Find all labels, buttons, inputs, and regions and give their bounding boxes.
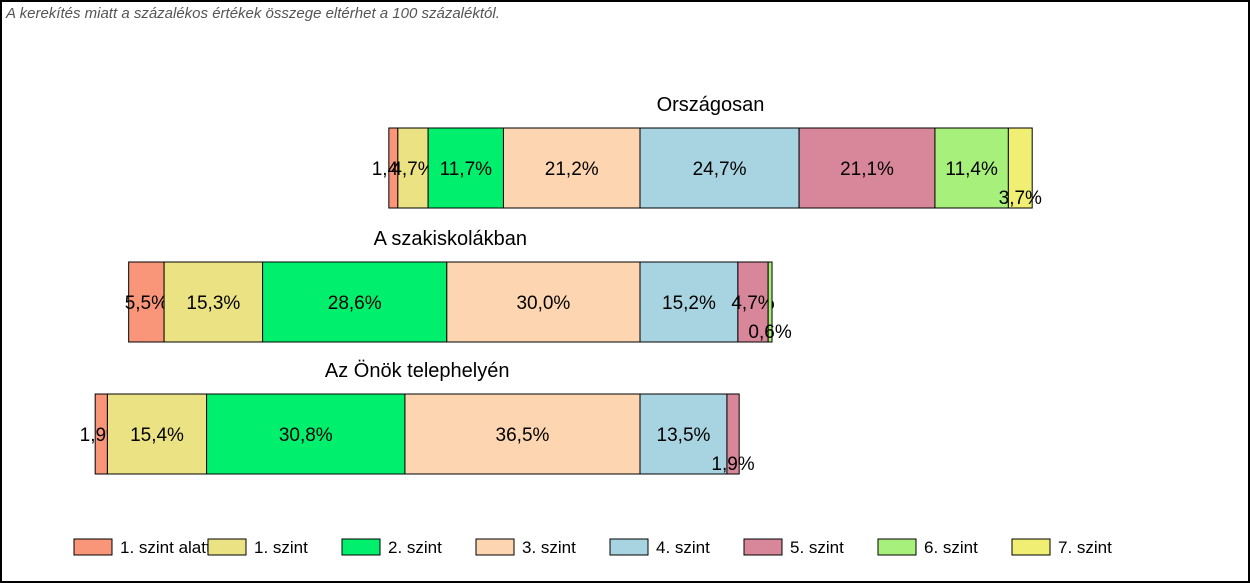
legend-item: 7. szint <box>1011 538 1112 557</box>
legend-label: 4. szint <box>656 538 710 557</box>
bar-title: Országosan <box>657 94 765 116</box>
legend-label: 5. szint <box>790 538 844 557</box>
bar-segment <box>397 127 429 209</box>
bar-segment <box>163 261 264 343</box>
bar-title: A szakiskolákban <box>374 228 527 250</box>
bar-segment <box>106 393 208 475</box>
legend-label: 1. szint alatti <box>120 538 215 557</box>
bar-segment <box>639 261 739 343</box>
bar-segment <box>726 393 740 475</box>
segment-value-label: 5,5% <box>125 293 168 314</box>
legend-item: 2. szint <box>341 538 442 557</box>
legend-label: 3. szint <box>522 538 576 557</box>
legend-swatch <box>877 538 917 556</box>
bar-segment <box>737 261 769 343</box>
segment-value-label: 11,4% <box>945 159 998 180</box>
legend-item: 4. szint <box>609 538 710 557</box>
segment-value-label: 4,7% <box>391 159 434 180</box>
legend-swatch <box>475 538 515 556</box>
legend-swatch <box>73 538 113 556</box>
legend-swatch <box>609 538 649 556</box>
legend-label: 7. szint <box>1058 538 1112 557</box>
bar-segment <box>128 261 165 343</box>
bar-title: Az Önök telephelyén <box>325 360 510 382</box>
bar-segment <box>427 127 504 209</box>
segment-value-label: 30,0% <box>516 293 570 314</box>
legend-item: 5. szint <box>743 538 844 557</box>
legend-item: 6. szint <box>877 538 978 557</box>
segment-value-label: 11,7% <box>440 159 493 180</box>
legend-swatch <box>743 538 783 556</box>
bar-segment <box>639 393 728 475</box>
bar-segment <box>1007 127 1033 209</box>
bar-segment <box>798 127 936 209</box>
bar-segment <box>502 127 641 209</box>
bar-segment <box>206 393 406 475</box>
legend-label: 2. szint <box>388 538 442 557</box>
segment-value-label: 15,4% <box>130 425 184 446</box>
bar-segment <box>639 127 800 209</box>
segment-value-label: 13,5% <box>657 425 711 446</box>
legend-item: 1. szint alatti <box>73 538 215 557</box>
segment-value-label: 4,7% <box>731 293 774 314</box>
legend-swatch <box>1011 538 1051 556</box>
segment-value-label: 15,3% <box>186 293 240 314</box>
segment-value-label: 15,2% <box>662 293 716 314</box>
segment-value-label: 30,8% <box>279 425 333 446</box>
legend-swatch <box>341 538 381 556</box>
segment-value-label: 21,1% <box>840 159 894 180</box>
bar-segment <box>404 393 641 475</box>
bar-segment <box>934 127 1009 209</box>
segment-value-label: 28,6% <box>328 293 382 314</box>
segment-value-label: 0,6% <box>748 322 791 343</box>
segment-value-label: 36,5% <box>496 425 550 446</box>
bar-segment <box>262 261 448 343</box>
bar-group: A szakiskolákban 5,5% 15,3% 28,6% 30,0% 15,2%… <box>125 228 792 343</box>
segment-value-label: 21,2% <box>545 159 599 180</box>
segment-value-label: 1,9% <box>711 454 754 475</box>
segment-value-label: 24,7% <box>693 159 747 180</box>
bar-group: Az Önök telephelyén 1,9% 15,4% 30,8% 36,5% 13… <box>80 360 755 475</box>
legend-item: 1. szint <box>207 538 308 557</box>
bar-segment <box>767 261 773 343</box>
bar-segment <box>446 261 641 343</box>
legend-label: 6. szint <box>924 538 978 557</box>
legend-label: 1. szint <box>254 538 308 557</box>
legend-item: 3. szint <box>475 538 576 557</box>
rounding-note: A kerekítés miatt a százalékos értékek ö… <box>6 5 500 22</box>
legend-swatch <box>207 538 247 556</box>
segment-value-label: 3,7% <box>999 188 1042 209</box>
